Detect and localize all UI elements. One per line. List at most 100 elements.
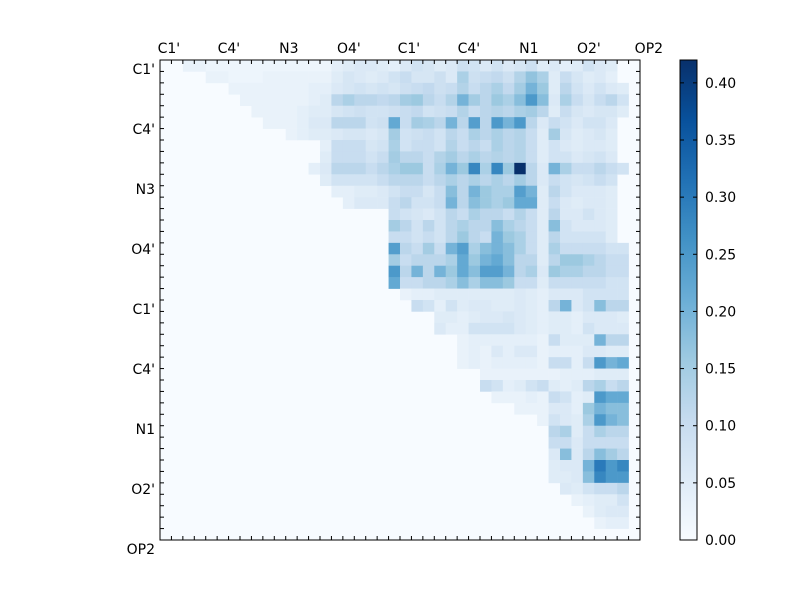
- heatmap-cell: [445, 208, 458, 221]
- heatmap-cell: [468, 82, 481, 95]
- heatmap-cell: [445, 71, 458, 84]
- heatmap-cell: [422, 128, 435, 141]
- heatmap-cell: [480, 334, 492, 347]
- heatmap-cell: [445, 128, 458, 141]
- heatmap-cell: [480, 265, 492, 278]
- heatmap-cell: [400, 208, 412, 221]
- heatmap-cell: [411, 197, 424, 209]
- heatmap-cell: [502, 265, 515, 278]
- heatmap-cell: [468, 231, 481, 244]
- heatmap-cell: [617, 368, 629, 381]
- heatmap-cell: [605, 322, 618, 335]
- heatmap-cell: [571, 71, 584, 84]
- heatmap-cell: [537, 60, 549, 72]
- heatmap-cell: [445, 117, 458, 129]
- heatmap-cell: [502, 334, 515, 347]
- heatmap-cell: [617, 505, 629, 518]
- heatmap-cell: [594, 117, 607, 129]
- heatmap-cell: [605, 460, 618, 472]
- heatmap-cell: [411, 151, 424, 164]
- heatmap-cell: [560, 300, 572, 312]
- heatmap-cell: [468, 94, 481, 107]
- heatmap-cell: [617, 334, 629, 347]
- heatmap-cell: [491, 254, 504, 267]
- heatmap-cell: [422, 265, 435, 278]
- heatmap-cell: [560, 254, 572, 267]
- heatmap-cell: [548, 311, 561, 324]
- heatmap-cell: [491, 288, 504, 301]
- heatmap-cell: [205, 71, 218, 84]
- heatmap-cell: [365, 162, 378, 175]
- heatmap-cell: [605, 254, 618, 267]
- heatmap-cell: [594, 505, 607, 518]
- heatmap-cell: [400, 288, 412, 301]
- heatmap-cell: [308, 105, 321, 118]
- heatmap-cell: [491, 60, 504, 72]
- heatmap-cell: [434, 185, 447, 198]
- heatmap-cell: [468, 162, 481, 175]
- heatmap-cell: [537, 402, 549, 415]
- heatmap-cell: [331, 140, 344, 152]
- heatmap-cell: [468, 357, 481, 369]
- heatmap-cell: [411, 288, 424, 301]
- heatmap-cell: [582, 505, 595, 518]
- heatmap-cell: [491, 322, 504, 335]
- heatmap-cell: [594, 494, 607, 507]
- heatmap-cell: [537, 368, 549, 381]
- heatmap-cell: [582, 197, 595, 209]
- heatmap-cell: [342, 128, 355, 141]
- heatmap-cell: [491, 300, 504, 312]
- heatmap-cell: [537, 82, 549, 95]
- heatmap-cell: [297, 117, 309, 129]
- y-tick-label: C1': [132, 62, 155, 78]
- heatmap-cell: [331, 162, 344, 175]
- heatmap-cell: [514, 265, 527, 278]
- heatmap-cell: [548, 197, 561, 209]
- heatmap-cell: [354, 71, 367, 84]
- heatmap-cell: [331, 94, 344, 107]
- heatmap-cell: [582, 277, 595, 289]
- heatmap-cell: [480, 300, 492, 312]
- colorbar: 0.00 0.05 0.10 0.15 0.20 0.25 0.30 0.35 0.40: [679, 59, 736, 549]
- heatmap-cell: [480, 60, 492, 72]
- heatmap-cell: [594, 82, 607, 95]
- heatmap-cell: [480, 368, 492, 381]
- heatmap-cell: [285, 60, 298, 72]
- heatmap-cell: [617, 345, 629, 358]
- axis-ticks: [160, 60, 640, 540]
- heatmap-cell: [354, 82, 367, 95]
- heatmap-cell: [514, 117, 527, 129]
- heatmap-cell: [342, 60, 355, 72]
- heatmap-cell: [422, 151, 435, 164]
- heatmap-cell: [571, 60, 584, 72]
- heatmap-cell: [457, 151, 469, 164]
- heatmap-cell: [491, 162, 504, 175]
- heatmap-cell: [422, 254, 435, 267]
- heatmap-cell: [514, 140, 527, 152]
- heatmap-cell: [205, 60, 218, 72]
- heatmap-cell: [514, 322, 527, 335]
- heatmap-cell: [605, 368, 618, 381]
- heatmap-cell: [571, 425, 584, 438]
- heatmap-cell: [594, 277, 607, 289]
- heatmap-cell: [502, 105, 515, 118]
- heatmap-cell: [605, 94, 618, 107]
- heatmap-cell: [582, 231, 595, 244]
- heatmap-cell: [571, 357, 584, 369]
- heatmap-cell: [594, 208, 607, 221]
- heatmap-cell: [617, 460, 629, 472]
- heatmap-cell: [525, 391, 538, 404]
- heatmap-cell: [525, 300, 538, 312]
- heatmap-cell: [354, 117, 367, 129]
- heatmap-cell: [308, 128, 321, 141]
- heatmap-cell: [468, 117, 481, 129]
- heatmap-cell: [514, 391, 527, 404]
- heatmap-cell: [605, 71, 618, 84]
- heatmap-cell: [594, 368, 607, 381]
- heatmap-cell: [548, 128, 561, 141]
- heatmap-cell: [331, 174, 344, 187]
- heatmap-cell: [251, 105, 264, 118]
- heatmap-cell: [377, 94, 389, 107]
- heatmap-cell: [411, 231, 424, 244]
- heatmap-cell: [434, 231, 447, 244]
